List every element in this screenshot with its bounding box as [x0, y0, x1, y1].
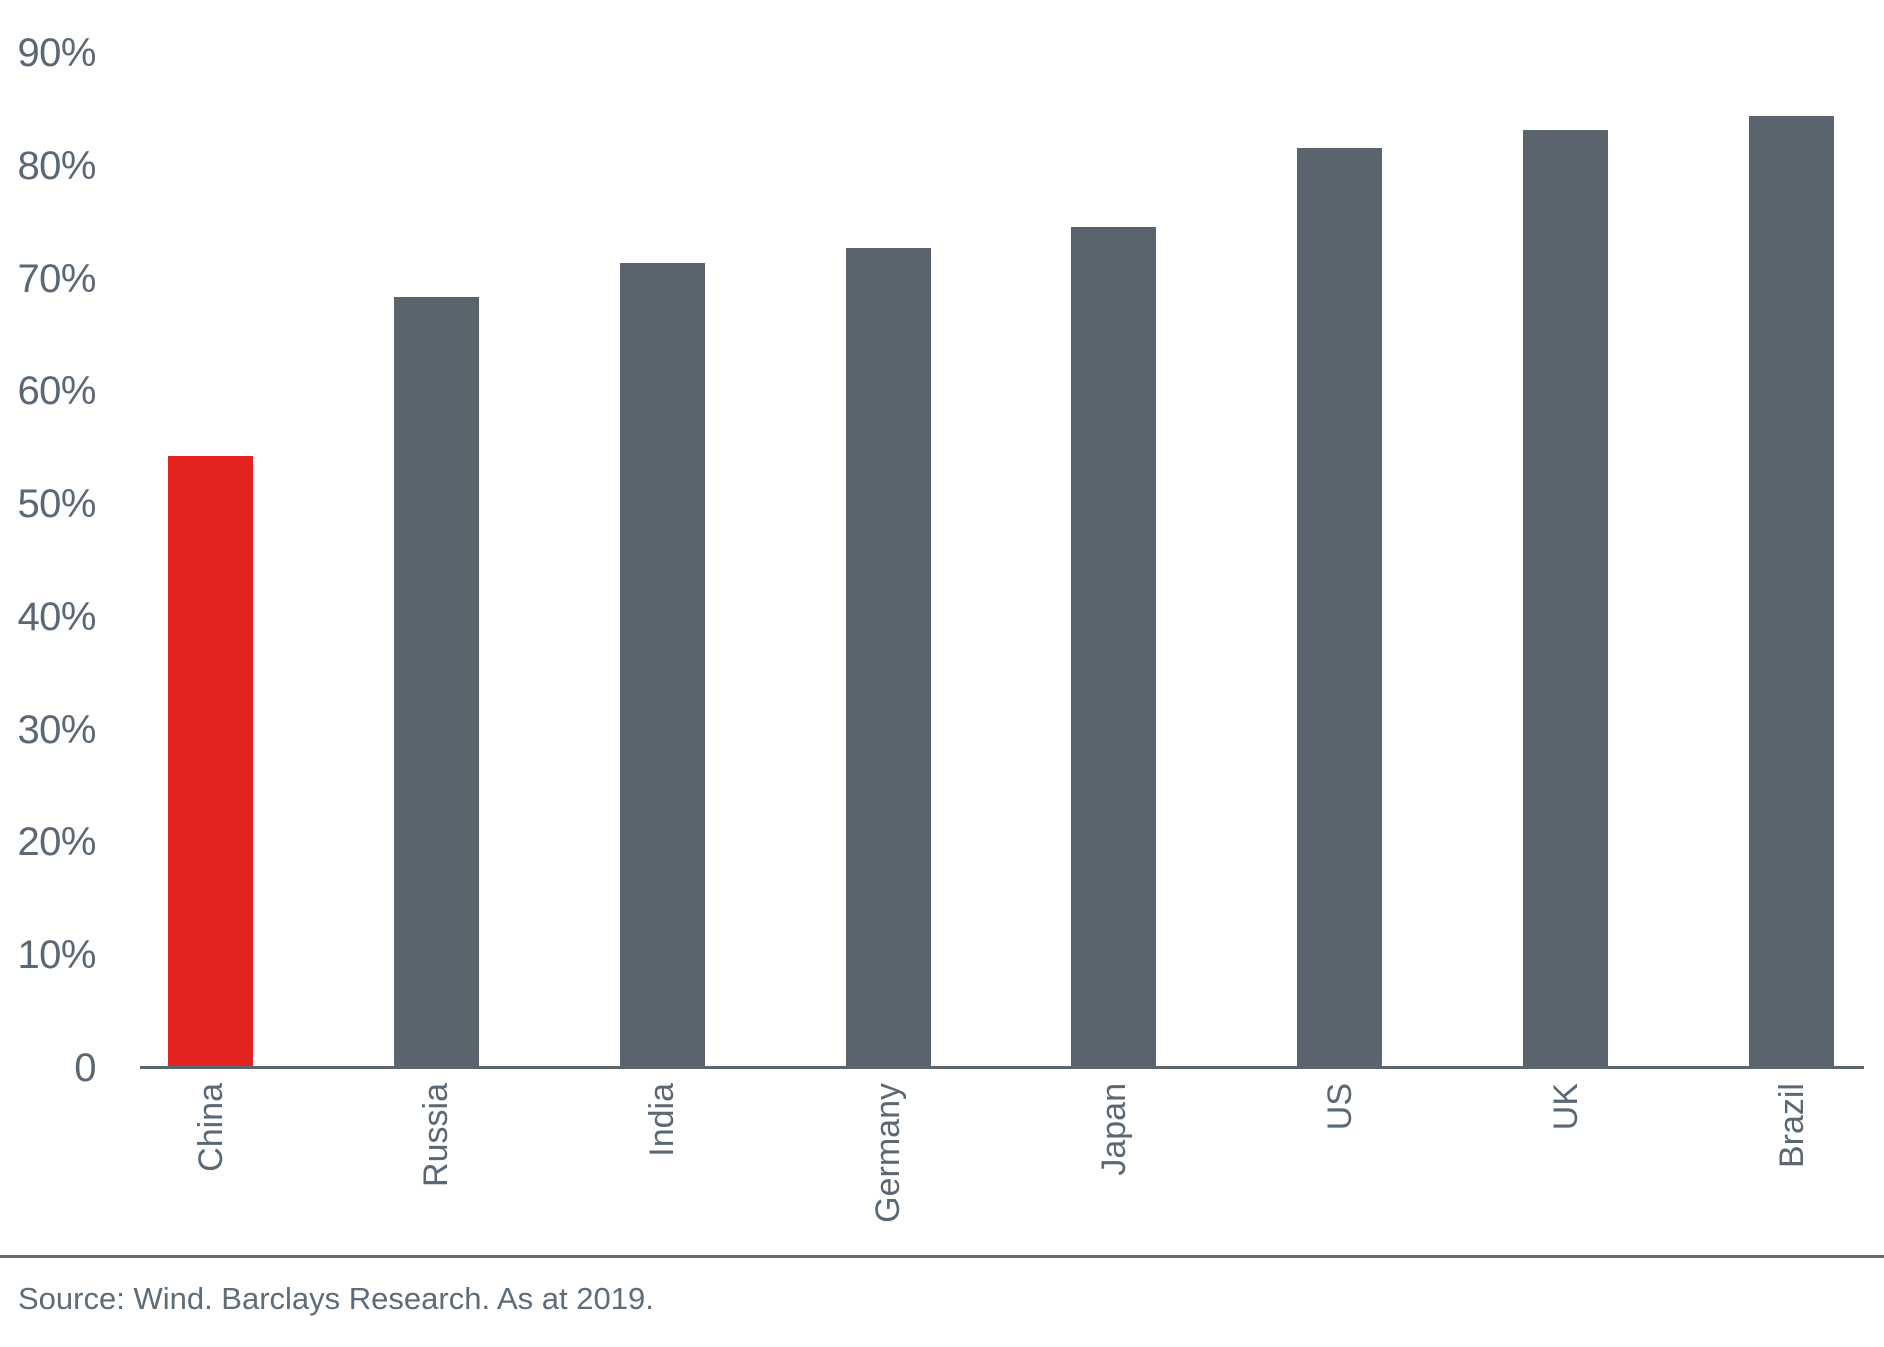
y-tick-label: 60% — [17, 369, 96, 414]
bar-china — [168, 455, 253, 1068]
x-category-label: Japan — [1094, 1083, 1133, 1176]
x-axis-line — [140, 1066, 1864, 1069]
y-tick-label: 30% — [17, 707, 96, 752]
y-tick-label: 20% — [17, 820, 96, 865]
x-category-label: Brazil — [1772, 1083, 1811, 1169]
x-category-label: US — [1320, 1083, 1359, 1131]
y-tick-label: 50% — [17, 482, 96, 527]
x-category-label: China — [191, 1083, 230, 1172]
x-category-label: India — [643, 1083, 682, 1157]
y-tick-label: 90% — [17, 30, 96, 75]
x-category-label: UK — [1546, 1083, 1585, 1131]
y-tick-label: 80% — [17, 143, 96, 188]
source-note: Source: Wind. Barclays Research. As at 2… — [18, 1281, 654, 1316]
bar-india — [619, 262, 705, 1068]
bar-germany — [845, 248, 931, 1068]
x-category-label: Russia — [417, 1083, 456, 1187]
x-category-label: Germany — [869, 1083, 908, 1223]
bar-brazil — [1749, 116, 1835, 1068]
y-tick-label: 70% — [17, 256, 96, 301]
bar-us — [1297, 147, 1383, 1068]
y-tick-label: 40% — [17, 594, 96, 639]
bar-russia — [393, 296, 479, 1068]
y-tick-label: 0 — [74, 1046, 96, 1090]
y-tick-label: 10% — [17, 933, 96, 978]
footer-divider — [0, 1255, 1884, 1258]
bar-japan — [1071, 226, 1157, 1068]
plot-area: 90% 80% 70% 60% 50% 40% 30% 20% 10% 0 China Russia… — [17, 30, 1864, 1223]
bar-uk — [1523, 129, 1609, 1068]
